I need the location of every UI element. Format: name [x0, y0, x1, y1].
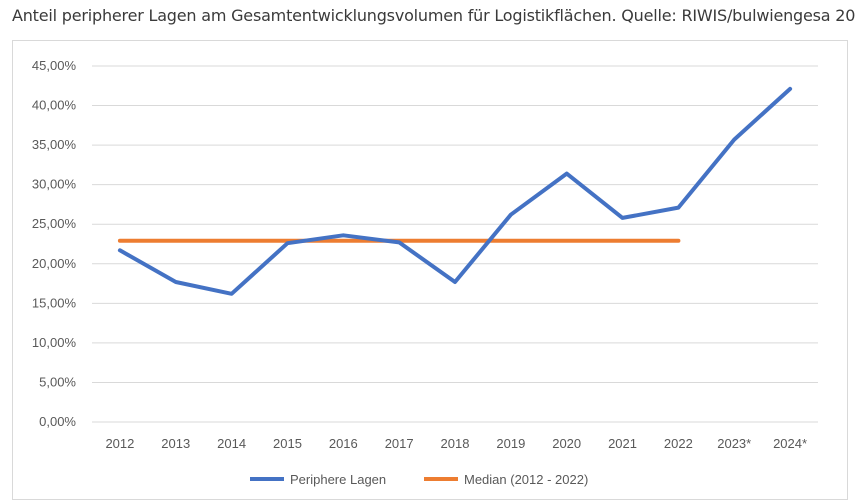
x-tick-label: 2014 [217, 436, 246, 451]
x-tick-label: 2013 [161, 436, 190, 451]
x-tick-label: 2023* [717, 436, 751, 451]
x-tick-label: 2016 [329, 436, 358, 451]
x-tick-label: 2015 [273, 436, 302, 451]
series-line-periphere-lagen [117, 86, 793, 296]
y-tick-label: 25,00% [32, 216, 77, 231]
y-tick-label: 10,00% [32, 335, 77, 350]
y-tick-label: 40,00% [32, 98, 77, 113]
x-tick-label: 2012 [105, 436, 134, 451]
x-axis-ticks: 2012 2013 2014 2015 2016 2017 2018 2019 2020 2021… [105, 436, 807, 451]
y-tick-label: 0,00% [39, 414, 76, 429]
y-tick-label: 15,00% [32, 295, 77, 310]
y-tick-label: 20,00% [32, 256, 77, 271]
chart-title: Anteil peripherer Lagen am Gesamtentwick… [12, 6, 856, 25]
y-tick-label: 30,00% [32, 177, 77, 192]
legend-label: Periphere Lagen [290, 472, 386, 487]
x-tick-label: 2020 [552, 436, 581, 451]
x-tick-label: 2022 [664, 436, 693, 451]
legend: Periphere Lagen Median (2012 - 2022) [250, 472, 588, 487]
gridlines [92, 65, 818, 423]
y-tick-label: 5,00% [39, 374, 76, 389]
series-lines [117, 86, 793, 296]
y-tick-label: 35,00% [32, 137, 77, 152]
x-tick-label: 2019 [496, 436, 525, 451]
legend-label: Median (2012 - 2022) [464, 472, 588, 487]
x-tick-label: 2024* [773, 436, 807, 451]
y-axis-ticks: 0,00% 5,00% 10,00% 15,00% 20,00% 25,00% 30,00%… [32, 58, 77, 429]
x-tick-label: 2017 [385, 436, 414, 451]
x-tick-label: 2021 [608, 436, 637, 451]
y-tick-label: 45,00% [32, 58, 77, 73]
x-tick-label: 2018 [441, 436, 470, 451]
